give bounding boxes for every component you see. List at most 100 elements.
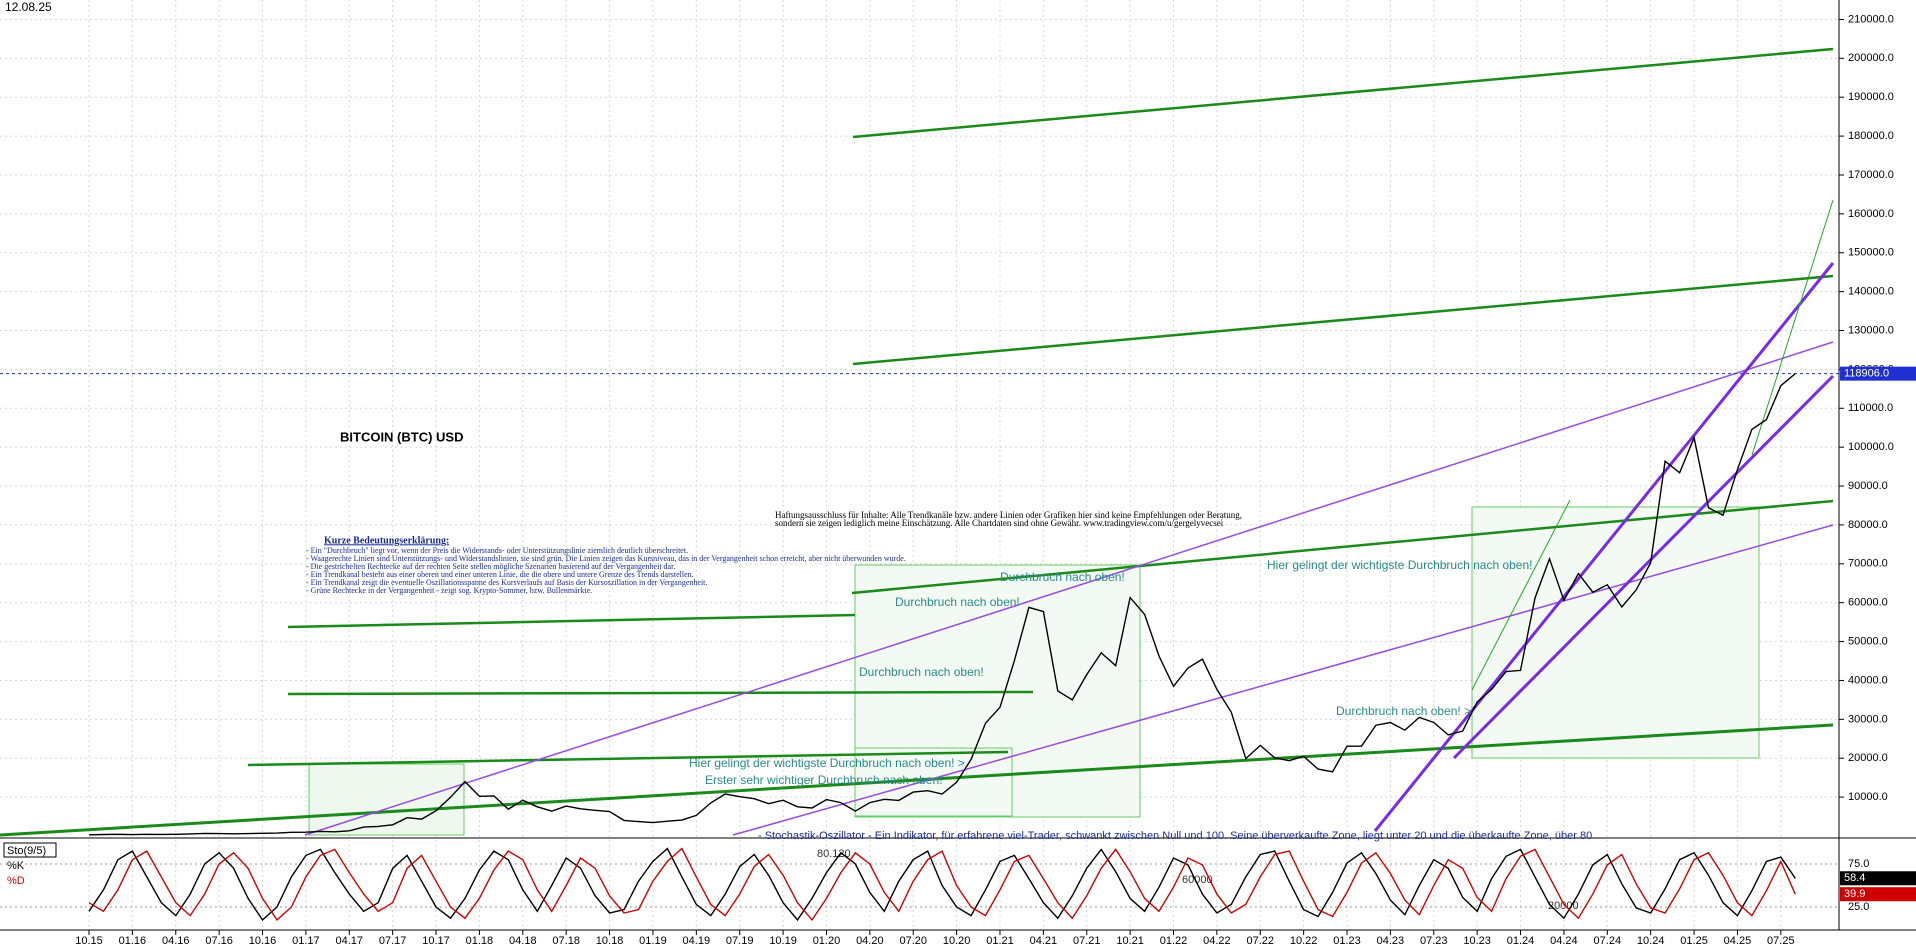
- price-layer: [0, 373, 1839, 836]
- x-tick-label: 10.20: [943, 935, 971, 947]
- trend-line: [287, 613, 856, 629]
- y-tick-label: 10000.0: [1848, 791, 1888, 803]
- y-tick-label: 170000.0: [1848, 169, 1894, 181]
- trend-line: [851, 499, 1834, 595]
- last-value-label: 39.9: [1844, 888, 1865, 900]
- x-tick-label: 10.24: [1637, 935, 1665, 947]
- y-tick-label: 50000.0: [1848, 635, 1888, 647]
- channel-line: [1452, 374, 1835, 760]
- annotation: Durchbruch nach oben!: [895, 595, 1020, 609]
- y-tick-label: 200000.0: [1848, 52, 1894, 64]
- x-tick-label: 10.23: [1463, 935, 1491, 947]
- trend-line: [0, 723, 1834, 837]
- x-tick-label: 01.19: [639, 935, 667, 947]
- y-tick-label: 160000.0: [1848, 208, 1894, 220]
- last-value-box: [1840, 887, 1916, 902]
- price-line: [88, 373, 1796, 836]
- explanation: - Ein "Durchbruch" liegt vor, wenn der P…: [306, 546, 906, 595]
- x-tick-label: 04.24: [1550, 935, 1578, 947]
- x-tick-label: 01.24: [1507, 935, 1535, 947]
- x-tick-label: 04.16: [162, 935, 190, 947]
- y-tick-label: 90000.0: [1848, 480, 1888, 492]
- x-tick-label: 04.22: [1203, 935, 1231, 947]
- last-value-box: [1840, 871, 1916, 886]
- zone-rect: [1471, 506, 1760, 759]
- x-tick-label: 04.21: [1030, 935, 1058, 947]
- annotation: Erster sehr wichtiger Durchbruch nach ob…: [705, 773, 942, 787]
- y-tick-label: 190000.0: [1848, 91, 1894, 103]
- date-label: 12.08.25: [5, 0, 52, 14]
- explanation-line: - Ein Trendkanal besteht aus einer obere…: [306, 570, 694, 579]
- indicator-layer: [0, 847, 1839, 922]
- trend-line: [287, 690, 1034, 696]
- x-tick-label: 10.21: [1116, 935, 1144, 947]
- y-tick-label: 150000.0: [1848, 247, 1894, 259]
- x-tick-label: 10.18: [596, 935, 624, 947]
- y-tick-label: 80000.0: [1848, 519, 1888, 531]
- x-tick-label: 10.16: [249, 935, 277, 947]
- x-tick-label: 01.20: [813, 935, 841, 947]
- x-tick-label: 01.25: [1680, 935, 1708, 947]
- x-tick-label: 01.22: [1160, 935, 1188, 947]
- x-tick-label: 07.21: [1073, 935, 1101, 947]
- x-tick-label: 01.16: [119, 935, 147, 947]
- x-tick-label: 10.22: [1290, 935, 1318, 947]
- x-tick-label: 01.18: [466, 935, 494, 947]
- x-tick-label: 07.19: [726, 935, 754, 947]
- x-tick-label: 07.16: [205, 935, 233, 947]
- x-tick-label: 07.17: [379, 935, 407, 947]
- legend-entry: %D: [7, 875, 25, 887]
- x-tick-label: 07.20: [899, 935, 927, 947]
- x-tick-label: 07.18: [552, 935, 580, 947]
- indicator-box: [3, 842, 57, 858]
- explanation-line: - Waagerechte Linien sind Unterstützungs…: [306, 554, 906, 563]
- y-tick-label: 140000.0: [1848, 286, 1894, 298]
- channel-line: [1373, 262, 1835, 832]
- x-tick-label: 04.17: [336, 935, 364, 947]
- y-tick-label: 210000.0: [1848, 13, 1894, 25]
- y-tick-label: 180000.0: [1848, 130, 1894, 142]
- explanation-line: - Ein Trendkanal zeigt die eventuelle Os…: [306, 578, 707, 587]
- channel-line: [732, 524, 1834, 836]
- x-tick-label: 07.24: [1594, 935, 1622, 947]
- y-tick-label: 30000.0: [1848, 713, 1888, 725]
- x-tick-label: 07.25: [1767, 935, 1795, 947]
- y-tick-label: 60000.0: [1848, 597, 1888, 609]
- x-tick-label: 04.19: [683, 935, 711, 947]
- y-tick-label: 40000.0: [1848, 674, 1888, 686]
- annotation: Durchbruch nach oben!: [859, 665, 984, 679]
- explanation-line: - Grüne Rechtecke in der Vergangenheit -…: [306, 586, 592, 595]
- x-tick-label: 07.23: [1420, 935, 1448, 947]
- x-tick-label: 04.20: [856, 935, 884, 947]
- explanation-title: Kurze Bedeutungserklärung:: [324, 535, 449, 546]
- indicator-title: Sto(9/5): [7, 845, 46, 857]
- y-tick-label: 20000.0: [1848, 752, 1888, 764]
- y-tick-label: 110000.0: [1848, 402, 1893, 414]
- trend-line: [852, 274, 1834, 366]
- indicator-annotation: 20000: [1548, 900, 1579, 912]
- y-tick-label: 25.0: [1848, 901, 1869, 913]
- x-tick-label: 10.15: [75, 935, 103, 947]
- annotation: Durchbruch nach oben!: [1000, 570, 1125, 584]
- zone-rect: [308, 763, 465, 836]
- trend-line: [247, 750, 1009, 767]
- y-tick-label: 130000.0: [1848, 324, 1894, 336]
- trend-line: [1751, 199, 1834, 456]
- x-tick-label: 01.21: [986, 935, 1014, 947]
- x-tick-label: 01.23: [1333, 935, 1361, 947]
- legend-entry: %K: [7, 860, 25, 872]
- x-tick-label: 01.17: [292, 935, 320, 947]
- current-price-box: [1840, 366, 1916, 381]
- disclaimer: Haftungsausschluss für Inhalte: Alle Tre…: [775, 510, 1242, 520]
- x-tick-label: 10.17: [422, 935, 450, 947]
- indicator-annotation: 60000: [1182, 874, 1213, 886]
- x-tick-label: 10.19: [769, 935, 797, 947]
- x-tick-label: 04.25: [1724, 935, 1752, 947]
- disclaimer: sondern sie zeigen lediglich meine Einsc…: [775, 518, 1224, 528]
- grid: [0, 0, 1839, 930]
- trend-line: [852, 47, 1834, 139]
- explanation-line: - Ein "Durchbruch" liegt vor, wenn der P…: [306, 546, 688, 555]
- x-tick-label: 04.23: [1377, 935, 1405, 947]
- current-price-label: 118906.0: [1844, 368, 1889, 380]
